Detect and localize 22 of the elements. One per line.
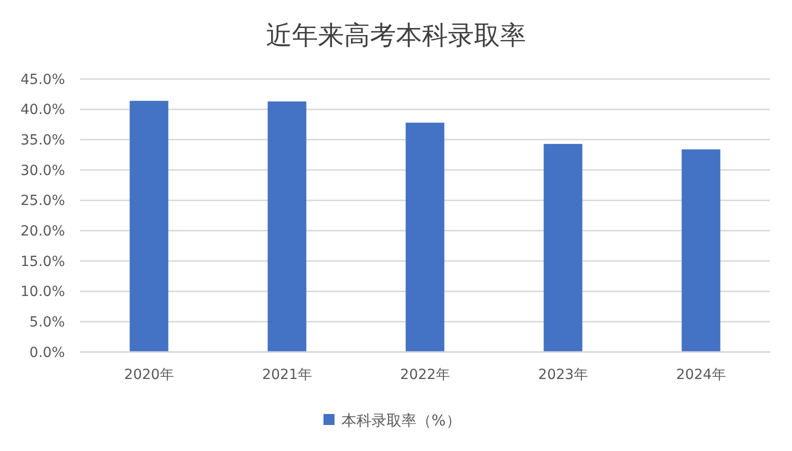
bar bbox=[268, 101, 306, 352]
y-tick-label: 35.0% bbox=[20, 132, 65, 149]
x-tick-label: 2024年 bbox=[676, 367, 726, 383]
y-tick-label: 5.0% bbox=[29, 314, 65, 331]
y-tick-label: 10.0% bbox=[20, 284, 65, 300]
y-tick-label: 40.0% bbox=[20, 102, 65, 118]
bar bbox=[406, 122, 444, 352]
y-tick-label: 0.0% bbox=[29, 344, 65, 361]
bar bbox=[544, 144, 582, 352]
x-tick-label: 2020年 bbox=[124, 367, 174, 383]
bar bbox=[130, 100, 168, 352]
y-tick-label: 45.0% bbox=[20, 72, 65, 88]
bar bbox=[682, 149, 720, 352]
x-tick-label: 2023年 bbox=[538, 367, 588, 383]
legend-label: 本科录取率（%） bbox=[342, 411, 461, 430]
x-tick-label: 2022年 bbox=[400, 367, 450, 383]
chart-title: 近年来高考本科录取率 bbox=[266, 21, 526, 51]
y-tick-label: 15.0% bbox=[20, 254, 65, 270]
y-tick-label: 30.0% bbox=[20, 162, 65, 179]
y-tick-label: 20.0% bbox=[20, 224, 65, 240]
x-tick-label: 2021年 bbox=[262, 367, 312, 383]
y-tick-label: 25.0% bbox=[20, 193, 65, 210]
